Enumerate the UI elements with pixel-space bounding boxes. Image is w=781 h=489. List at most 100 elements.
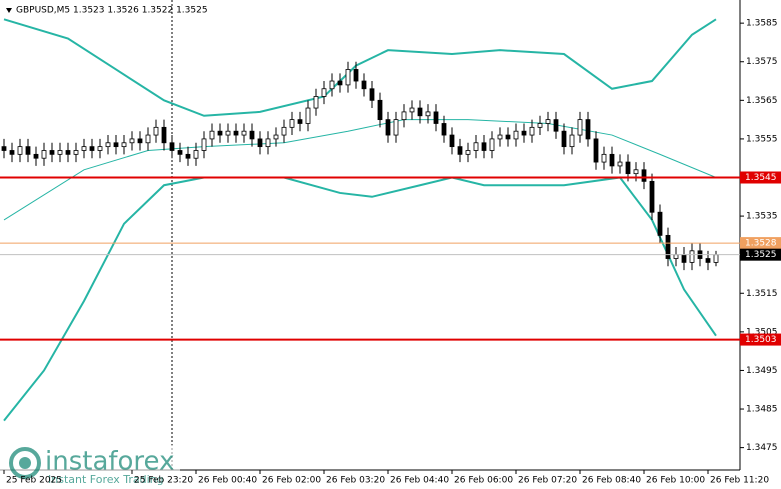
y-tick-label: 1.3495 <box>746 366 778 376</box>
candle-body <box>137 138 143 144</box>
candle-body <box>497 134 503 140</box>
level-label-bg <box>740 171 781 184</box>
candle-body <box>713 254 719 263</box>
candle-body <box>577 119 583 136</box>
candle-body <box>417 107 423 117</box>
logo <box>9 447 41 479</box>
candle-body <box>281 126 287 136</box>
candle-body <box>177 150 183 155</box>
logo-dot <box>19 457 31 469</box>
candle-body <box>449 134 455 148</box>
candle-body <box>337 80 343 86</box>
x-tick-label: 26 Feb 06:00 <box>454 476 513 486</box>
candle-body <box>17 146 23 155</box>
candle-body <box>545 119 551 124</box>
candle-body <box>609 153 615 167</box>
candle-body <box>129 138 135 144</box>
candle-body <box>673 254 679 259</box>
x-tick-label: 26 Feb 04:40 <box>390 476 449 486</box>
candle-body <box>385 119 391 136</box>
x-tick-label: 26 Feb 11:20 <box>710 476 769 486</box>
last-price-bg <box>740 248 781 261</box>
candle-body <box>361 80 367 90</box>
candle-body <box>241 130 247 136</box>
candle-body <box>217 130 223 136</box>
candle-body <box>225 130 231 136</box>
chart-title: GBPUSD,M5 1.3523 1.3526 1.3522 1.3525 <box>16 6 208 16</box>
candle-body <box>681 254 687 263</box>
candle-body <box>529 126 535 136</box>
watermark-tagline: Instant Forex Trading <box>48 473 164 486</box>
candle-body <box>489 138 495 151</box>
candle-body <box>441 123 447 136</box>
candle-body <box>193 150 199 159</box>
x-tick-label: 25 Feb 2025 <box>6 476 62 486</box>
candle-body <box>425 111 431 117</box>
candle-body <box>49 150 55 155</box>
y-tick-label: 1.3515 <box>746 289 778 299</box>
candle-body <box>553 119 559 132</box>
candle-body <box>465 150 471 155</box>
candle-body <box>321 88 327 97</box>
candle-body <box>329 80 335 90</box>
x-tick-label: 26 Feb 03:20 <box>326 476 385 486</box>
y-tick-label: 1.3575 <box>746 57 778 67</box>
candle-body <box>9 150 15 155</box>
candle-body <box>153 126 159 136</box>
candle-body <box>569 134 575 148</box>
y-tick-label: 1.3585 <box>746 19 778 29</box>
candle-body <box>33 153 39 159</box>
watermark: instaforex Instant Forex Trading <box>0 445 180 489</box>
candle-body <box>505 134 511 140</box>
bollinger-band <box>3 119 717 221</box>
candle-body <box>537 123 543 128</box>
candle-body <box>273 134 279 140</box>
candle-body <box>665 234 671 259</box>
candle-body <box>473 142 479 151</box>
candle-body <box>89 146 95 151</box>
candle-body <box>65 150 71 155</box>
candle-body <box>657 211 663 236</box>
y-tick-label: 1.3485 <box>746 405 778 415</box>
candle-body <box>601 153 607 163</box>
menu-arrow[interactable] <box>6 8 12 13</box>
x-tick-label: 26 Feb 10:00 <box>646 476 705 486</box>
candle-body <box>185 153 191 159</box>
candle-body <box>617 161 623 167</box>
level-label-bg <box>740 237 781 250</box>
candle-body <box>209 130 215 140</box>
candle-body <box>249 130 255 140</box>
candle-body <box>481 142 487 151</box>
candle-body <box>401 111 407 121</box>
y-tick-label: 1.3535 <box>746 212 778 222</box>
x-tick-label: 26 Feb 00:40 <box>198 476 257 486</box>
candle-body <box>641 169 647 182</box>
candle-body <box>97 146 103 151</box>
candle-body <box>689 250 695 263</box>
x-tick-label: 25 Feb 23:20 <box>134 476 193 486</box>
candle-body <box>377 99 383 121</box>
candle-body <box>233 130 239 136</box>
candle-body <box>289 119 295 128</box>
level-label: 1.3503 <box>745 335 777 345</box>
candle-body <box>393 119 399 136</box>
y-tick-label: 1.3555 <box>746 134 778 144</box>
candle-body <box>161 126 167 144</box>
candle-body <box>265 138 271 148</box>
bollinger-band <box>3 18 717 117</box>
watermark-brand: instaforex <box>45 447 174 477</box>
y-tick-label: 1.3475 <box>746 443 778 453</box>
candle-body <box>513 130 519 140</box>
candle-body <box>369 88 375 101</box>
x-tick-label: 26 Feb 08:40 <box>582 476 641 486</box>
candle-body <box>585 119 591 140</box>
plot <box>1 18 719 422</box>
candle-body <box>625 161 631 175</box>
candle-body <box>433 111 439 124</box>
candle-body <box>457 146 463 155</box>
x-tick-label: 26 Feb 02:00 <box>262 476 321 486</box>
candle-body <box>257 138 263 148</box>
candle-body <box>169 142 175 151</box>
y-tick-label: 1.3565 <box>746 96 778 106</box>
